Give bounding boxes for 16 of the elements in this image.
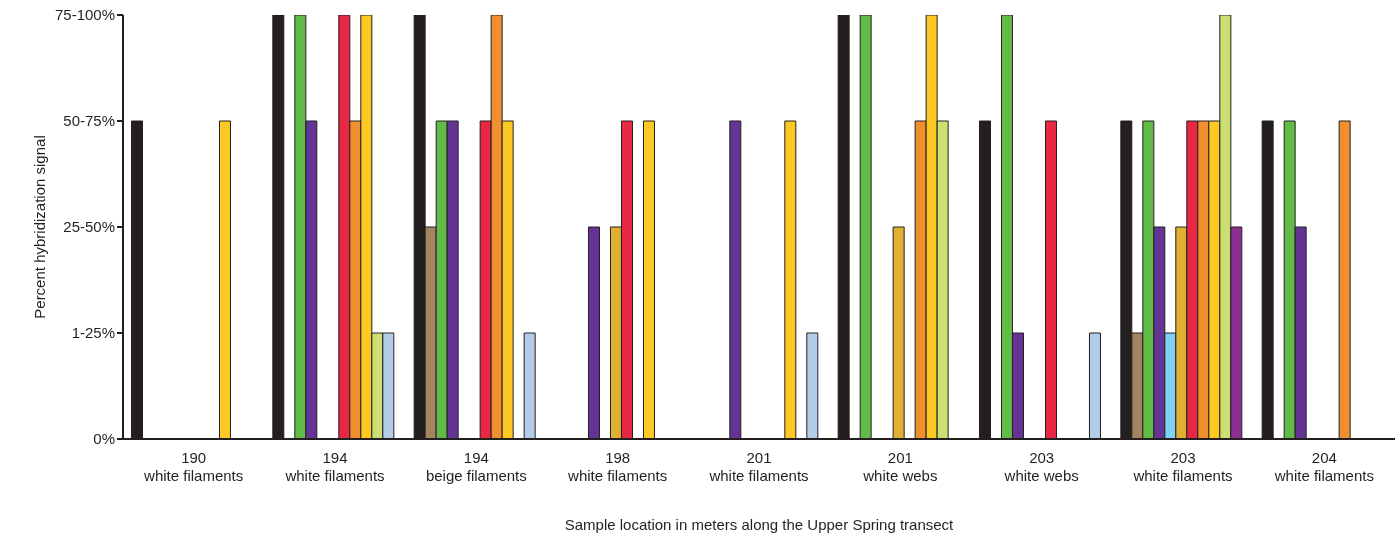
x-tick-label: 204 white filaments [1273,449,1374,484]
x-tick-label: 201 white webs [862,449,938,484]
x-tick-label: 194 white filaments [284,449,385,484]
x-tick-label: 194 beige filaments [425,449,527,484]
text: 1-25% [71,324,115,342]
x-tick-label: 190 white filaments [143,449,244,484]
text: 50-75% [63,112,115,130]
text: 25-50% [63,218,115,236]
text: 75-100% [54,6,115,24]
x-tick-label: 198 white filaments [567,449,668,484]
x-tick-label: 203 white webs [1003,449,1079,484]
text: 0% [93,430,115,448]
x-tick-label: 203 white filaments [1132,449,1233,484]
x-tick-label: 201 white filaments [708,449,809,484]
x-axis-title: Sample location in meters along the Upper Spring transect [564,515,955,533]
y-axis-title: Percent hybridization signal [31,135,49,319]
